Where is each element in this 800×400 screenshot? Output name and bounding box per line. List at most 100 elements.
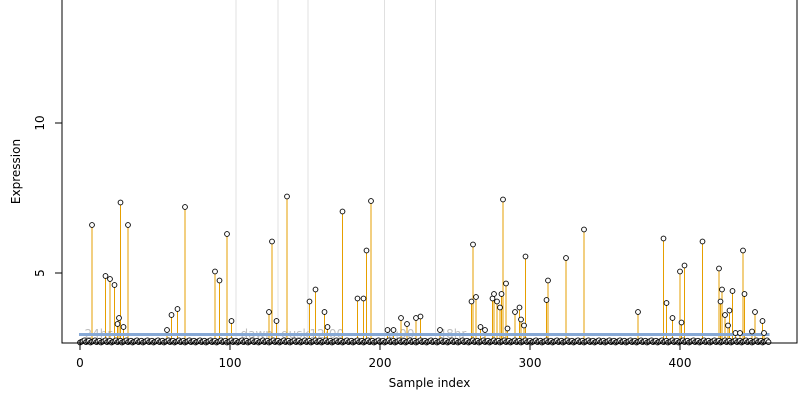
peak-point [725,322,731,329]
baseline-marker [608,333,611,336]
baseline-marker [329,333,332,336]
baseline-marker [175,333,177,336]
baseline-marker [622,333,624,336]
baseline-marker [692,333,695,336]
baseline-marker [344,333,347,336]
baseline-marker [376,333,378,336]
baseline-marker [418,333,420,336]
baseline-marker [556,333,558,336]
baseline-marker [445,333,447,336]
peak-point [500,196,506,203]
peak-point [477,324,484,330]
baseline-marker [565,333,567,336]
baseline-marker [451,333,453,336]
baseline-marker [592,333,594,336]
baseline-marker [245,333,248,336]
baseline-marker [410,333,413,336]
baseline-marker [265,333,267,336]
baseline-marker [547,333,549,336]
baseline-marker [521,333,524,336]
baseline-marker [677,333,680,336]
baseline-marker [142,333,144,336]
baseline-marker [658,333,660,336]
baseline-marker [433,333,435,336]
baseline-marker [358,333,360,336]
baseline-marker [217,333,219,336]
baseline-marker [278,333,281,336]
peak-point [677,268,683,275]
baseline-marker [187,333,189,336]
baseline-marker [284,333,287,336]
baseline-marker [661,333,663,336]
baseline-marker [476,333,479,336]
baseline-marker [524,333,527,336]
peak-point [120,324,127,330]
baseline-marker [196,333,198,336]
baseline-marker [131,333,134,336]
peak-point [212,268,218,275]
baseline-marker [659,333,662,336]
baseline-marker [725,333,728,336]
peak-point [306,298,313,305]
baseline-marker [455,333,458,336]
baseline-marker [163,333,165,336]
baseline-marker [406,333,408,336]
baseline-marker [397,333,399,336]
peak-point [635,309,641,315]
peak-point [116,315,122,321]
baseline-marker [113,333,116,336]
baseline-marker [352,333,354,336]
baseline-marker [745,333,747,336]
peak-point [468,298,475,305]
peak-point [663,300,670,306]
baseline-marker [730,333,732,336]
baseline-marker [502,333,504,336]
baseline-marker [184,333,186,336]
baseline-marker [398,333,401,336]
baseline-marker [286,333,288,336]
baseline-marker [550,333,552,336]
baseline-marker [248,333,251,336]
baseline-marker [106,333,108,336]
baseline-marker [383,333,386,336]
baseline-marker [602,333,605,336]
baseline-marker [407,333,410,336]
peak-point [273,318,280,324]
baseline-marker [319,333,321,336]
baseline-marker [566,333,569,336]
baseline-marker [604,333,606,336]
baseline-marker [221,333,224,336]
baseline-marker [325,333,327,336]
peak-point [543,297,550,303]
baseline-marker [638,333,641,336]
baseline-marker [203,333,206,336]
baseline-marker [700,333,702,336]
peak-point [752,309,758,315]
baseline-marker [694,333,696,336]
baseline-marker [520,333,522,336]
baseline-marker [553,333,555,336]
peak-point [497,304,503,311]
baseline-marker [323,333,326,336]
peak-point [545,277,551,284]
baseline-marker [443,333,446,336]
baseline-marker [335,333,338,336]
baseline-marker [145,333,147,336]
baseline-marker [188,333,191,336]
peak-point [269,238,275,245]
y-tick-label: 10 [33,115,47,130]
baseline-marker [728,333,731,336]
baseline-marker [364,333,366,336]
baseline-marker [713,333,716,336]
baseline-marker [559,333,561,336]
peak-point [224,231,230,237]
peak-point [266,309,272,315]
baseline-marker [607,333,609,336]
peak-point [398,315,404,321]
peak-point [491,291,497,297]
baseline-marker [416,333,419,336]
baseline-marker [616,333,618,336]
baseline-marker [287,333,290,336]
peak-point [368,198,374,204]
baseline-marker [430,333,432,336]
